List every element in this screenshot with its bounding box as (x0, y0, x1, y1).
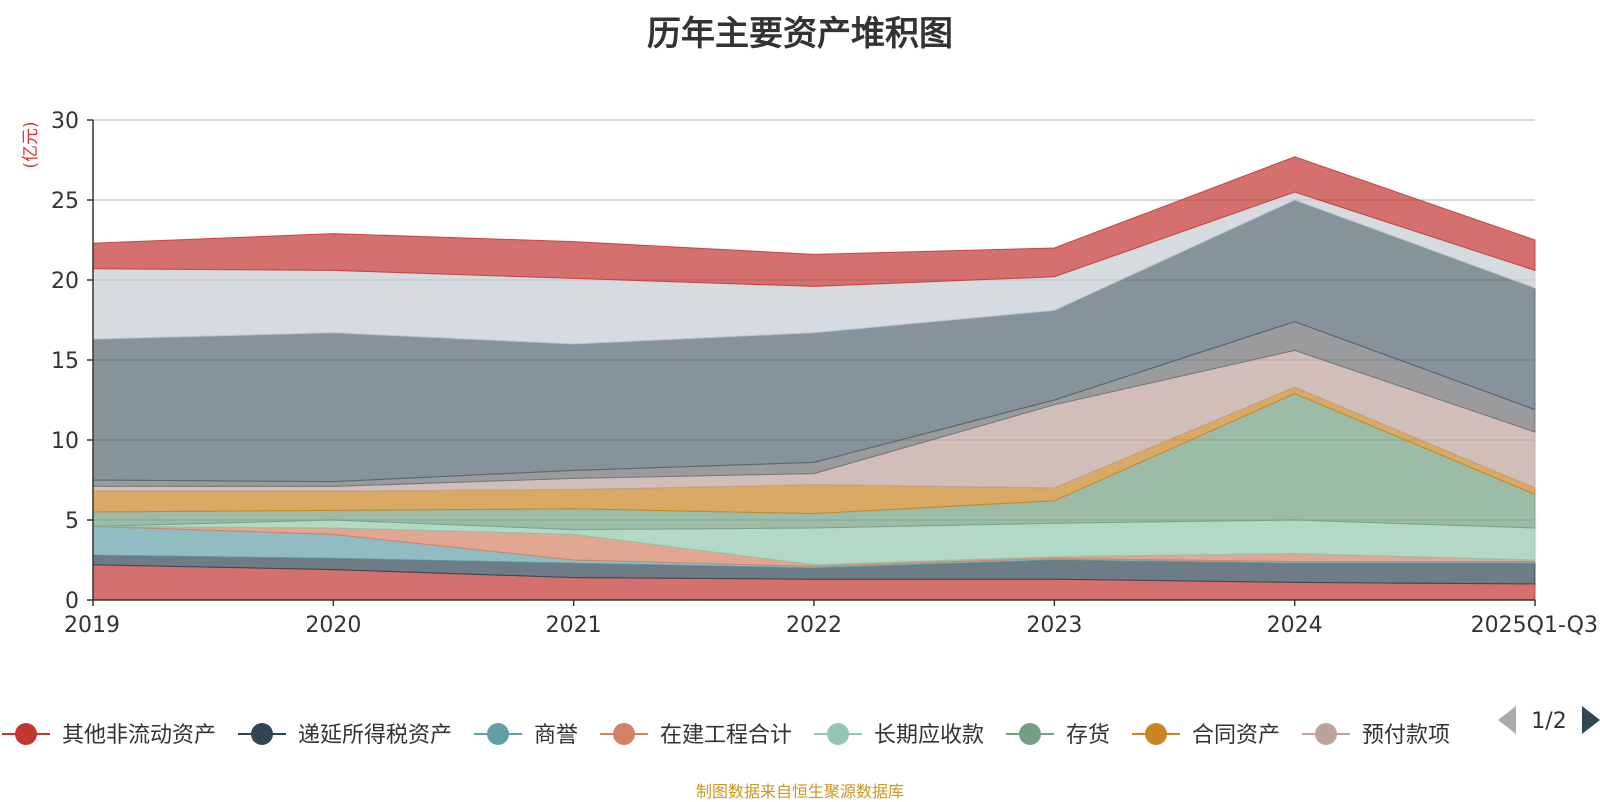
legend-page-indicator: 1/2 (1531, 709, 1566, 734)
legend-label: 在建工程合计 (660, 723, 792, 748)
legend-item[interactable]: 其他非流动资产 (2, 723, 216, 748)
area-series (92, 156, 1536, 601)
legend-item[interactable]: 存货 (1006, 723, 1110, 748)
legend-label: 递延所得税资产 (298, 723, 452, 748)
legend-item[interactable]: 在建工程合计 (600, 723, 792, 748)
y-tick-label: 15 (51, 349, 79, 374)
x-tick-label: 2022 (786, 613, 842, 638)
x-tick-label: 2019 (64, 613, 120, 638)
x-tick-label: 2020 (305, 613, 361, 638)
y-tick-label: 0 (65, 589, 79, 614)
legend-label: 预付款项 (1362, 723, 1450, 748)
legend-label: 其他非流动资产 (62, 723, 216, 748)
x-tick-label: 2023 (1026, 613, 1082, 638)
x-tick-label: 2025Q1-Q3 (1471, 613, 1598, 638)
legend-item[interactable]: 长期应收款 (814, 723, 984, 748)
y-axis-label: (亿元) (21, 121, 41, 168)
area-series-12[interactable] (92, 156, 1536, 287)
legend-item[interactable]: 预付款项 (1302, 723, 1450, 748)
chart-title: 历年主要资产堆积图 (647, 14, 953, 54)
y-tick-label: 10 (51, 429, 79, 454)
x-tick-label: 2024 (1267, 613, 1323, 638)
legend-marker-icon (487, 723, 509, 745)
legend-label: 商誉 (534, 723, 578, 748)
legend-label: 合同资产 (1192, 723, 1280, 748)
legend-marker-icon (1315, 723, 1337, 745)
prev-page-icon[interactable] (1498, 706, 1516, 734)
legend-label: 长期应收款 (874, 723, 984, 748)
legend-label: 存货 (1066, 723, 1110, 748)
legend-marker-icon (1145, 723, 1167, 745)
x-tick-label: 2021 (546, 613, 602, 638)
legend: 其他非流动资产 递延所得税资产 商誉 在建工程合计 长期应收款 存货 合同资产 预付款项 (2, 723, 1450, 748)
axes: 0 5 10 15 20 25 30 2019 2020 2021 2022 2023 2024 2025… (51, 109, 1598, 638)
legend-marker-icon (15, 723, 37, 745)
legend-marker-icon (251, 723, 273, 745)
source-note: 制图数据来自恒生聚源数据库 (695, 782, 904, 801)
legend-marker-icon (827, 723, 849, 745)
y-tick-label: 20 (51, 269, 79, 294)
y-tick-label: 25 (51, 189, 79, 214)
legend-item[interactable]: 合同资产 (1132, 723, 1280, 748)
next-page-icon[interactable] (1582, 706, 1600, 734)
legend-item[interactable]: 商誉 (474, 723, 578, 748)
y-tick-label: 5 (65, 509, 79, 534)
legend-marker-icon (613, 723, 635, 745)
y-tick-label: 30 (51, 109, 79, 134)
legend-item[interactable]: 递延所得税资产 (238, 723, 452, 748)
legend-pager: 1/2 (1498, 706, 1600, 734)
legend-marker-icon (1019, 723, 1041, 745)
